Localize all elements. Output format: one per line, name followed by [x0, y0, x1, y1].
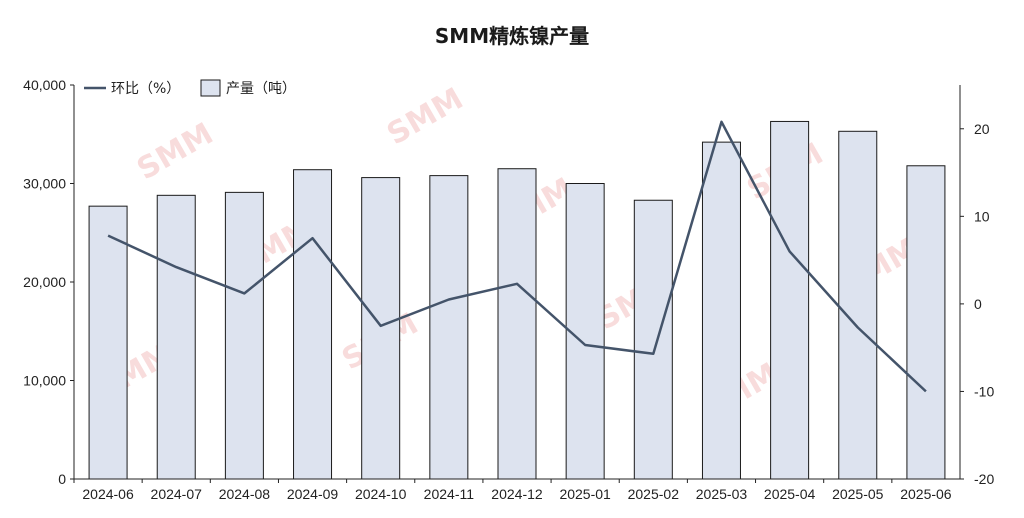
bar-2025-04: [770, 120, 810, 480]
x-tick-label: 2024-12: [491, 486, 543, 502]
bar-2024-06: [88, 205, 128, 480]
x-tick-label: 2024-06: [82, 486, 134, 502]
y-right-tick-label: 10: [974, 208, 990, 224]
watermark-logo: SMM: [131, 116, 219, 187]
x-tick-label: 2025-05: [832, 486, 884, 502]
legend-label-line: 环比（%）: [111, 81, 180, 97]
legend-bar-swatch: [200, 79, 221, 97]
y-left-tick-label: 40,000: [23, 77, 66, 93]
bar-2025-01: [565, 183, 605, 480]
bar-2025-05: [838, 130, 878, 480]
bar-2024-09: [293, 169, 333, 480]
x-tick-label: 2025-01: [559, 486, 611, 502]
x-tick-label: 2024-08: [219, 486, 271, 502]
y-right-tick-label: -10: [974, 383, 994, 399]
chart-title: SMM精炼镍产量: [434, 24, 590, 48]
line-series: [107, 120, 927, 393]
y-left-tick-label: 30,000: [23, 176, 66, 192]
y-right-tick-label: -20: [974, 471, 994, 487]
legend: 环比（%） 产量（吨）: [84, 79, 296, 97]
legend-label-bar: 产量（吨）: [226, 81, 296, 97]
bar-2025-03: [701, 141, 741, 480]
x-tick-label: 2024-11: [424, 486, 475, 502]
bar-series: [88, 120, 946, 480]
y-left-tick-label: 10,000: [23, 373, 66, 389]
bar-2024-10: [361, 177, 401, 480]
y-left-tick-label: 0: [58, 471, 66, 487]
x-tick-label: 2025-02: [628, 486, 680, 502]
x-tick-label: 2024-09: [287, 486, 339, 502]
y-right-tick-label: 20: [974, 121, 990, 137]
x-tick-label: 2025-06: [900, 486, 952, 502]
x-tick-label: 2025-04: [764, 486, 816, 502]
y-right-tick-label: 0: [974, 296, 982, 312]
bar-2024-12: [497, 168, 537, 480]
bar-2024-07: [156, 194, 196, 480]
bar-2025-02: [633, 199, 673, 480]
x-tick-label: 2025-03: [696, 486, 748, 502]
axes: 0 10,000 20,000 30,000 40,000 -20 -10 0 10 20 2024…: [23, 77, 994, 502]
x-tick-label: 2024-10: [355, 486, 407, 502]
y-left-tick-label: 20,000: [23, 274, 66, 290]
bar-2024-08: [224, 191, 264, 480]
bar-2024-11: [429, 175, 469, 480]
bar-2025-06: [906, 165, 946, 480]
x-tick-label: 2024-07: [151, 486, 203, 502]
watermark-logo: SMM: [381, 81, 469, 152]
